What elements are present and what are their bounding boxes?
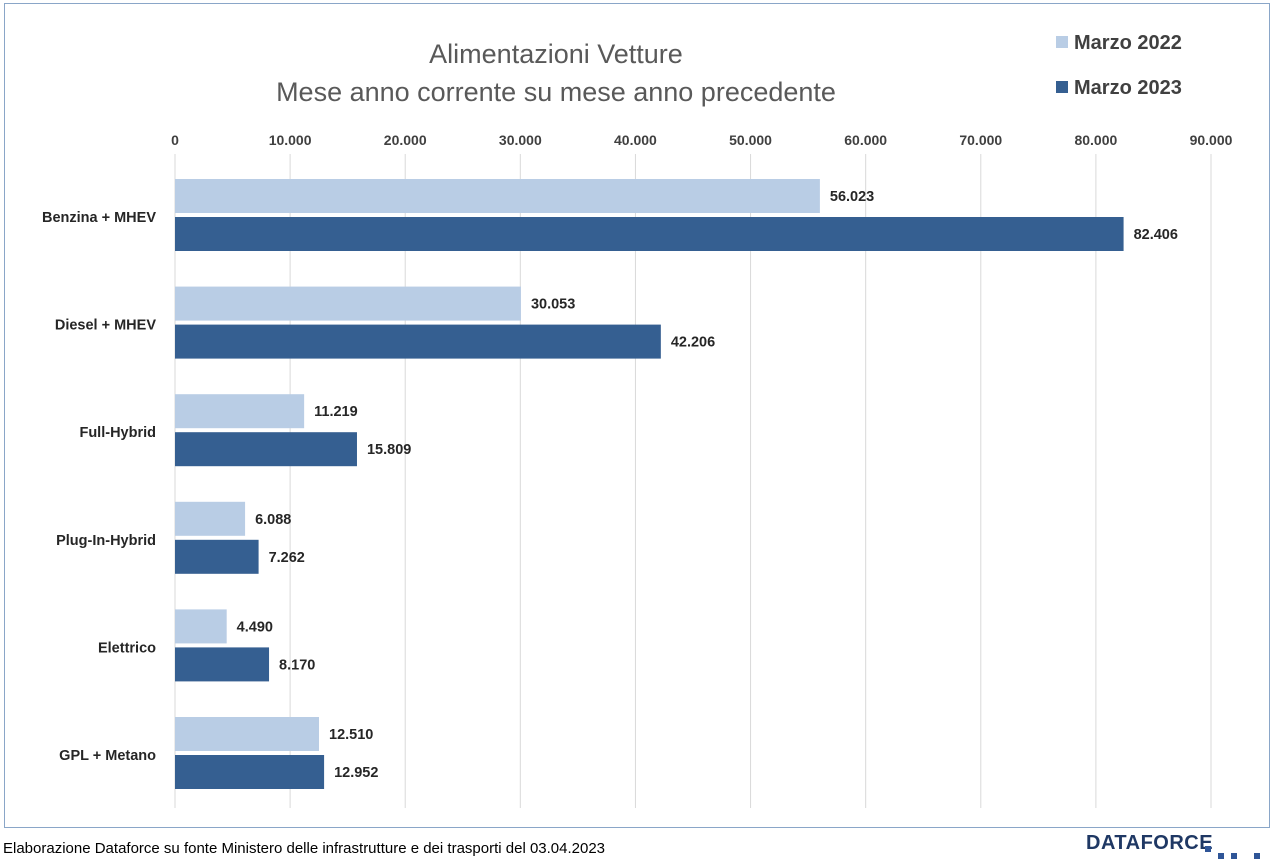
x-tick-label: 80.000: [1074, 132, 1117, 148]
legend-swatch: [1056, 36, 1068, 48]
data-label: 12.510: [329, 727, 373, 743]
x-tick-label: 70.000: [959, 132, 1002, 148]
bar-marzo-2022: [175, 286, 521, 321]
x-tick-label: 10.000: [269, 132, 312, 148]
category-label: Full-Hybrid: [79, 425, 156, 441]
data-label: 42.206: [671, 335, 715, 351]
bar-marzo-2023: [175, 647, 270, 682]
x-tick-label: 20.000: [384, 132, 427, 148]
data-label: 12.952: [334, 765, 378, 781]
data-label: 11.219: [314, 404, 358, 420]
source-note: Elaborazione Dataforce su fonte Minister…: [3, 840, 606, 857]
chart-title-line-2: Mese anno corrente su mese anno preceden…: [276, 77, 836, 107]
data-label: 4.490: [237, 619, 273, 635]
chart-title-line-1: Alimentazioni Vetture: [429, 39, 683, 69]
bar-marzo-2023: [175, 755, 325, 789]
legend-swatch: [1056, 81, 1068, 93]
chart-legend: Marzo 2022 Marzo 2023: [1056, 32, 1182, 99]
category-label: Plug-In-Hybrid: [56, 533, 156, 549]
legend-label: Marzo 2022: [1074, 32, 1182, 54]
category-label: GPL + Metano: [59, 748, 156, 764]
bar-marzo-2022: [175, 394, 305, 429]
bar-marzo-2022: [175, 179, 820, 213]
x-tick-label: 40.000: [614, 132, 657, 148]
data-label: 6.088: [255, 512, 291, 528]
bar-marzo-2023: [175, 539, 259, 574]
x-tick-label: 0: [171, 132, 179, 148]
legend-label: Marzo 2023: [1074, 77, 1182, 99]
x-tick-label: 90.000: [1190, 132, 1233, 148]
data-label: 82.406: [1134, 227, 1178, 243]
x-tick-label: 60.000: [844, 132, 887, 148]
bar-chart: 0 10.000 20.000 30.000 40.000 50.000 60.000 70.…: [42, 32, 1233, 808]
x-tick-label: 30.000: [499, 132, 542, 148]
bar-marzo-2023: [175, 217, 1124, 251]
category-label: Elettrico: [98, 640, 156, 656]
bar-marzo-2023: [175, 324, 661, 359]
category-label: Benzina + MHEV: [42, 210, 156, 226]
logo-text: DATAFORCE: [1086, 832, 1214, 854]
bar-marzo-2022: [175, 609, 227, 644]
data-label: 15.809: [367, 442, 411, 458]
bar-marzo-2023: [175, 432, 357, 467]
bar-marzo-2022: [175, 717, 320, 751]
category-label: Diesel + MHEV: [55, 318, 156, 334]
data-label: 30.053: [531, 297, 575, 313]
chart-frame: 0 10.000 20.000 30.000 40.000 50.000 60.000 70.…: [4, 3, 1270, 828]
dataforce-logo: DATAFORCE: [1086, 832, 1260, 859]
bar-marzo-2022: [175, 501, 246, 536]
data-label: 56.023: [830, 189, 874, 205]
x-tick-label: 50.000: [729, 132, 772, 148]
data-label: 8.170: [279, 657, 315, 673]
logo-dots: [1205, 846, 1265, 866]
data-label: 7.262: [269, 550, 305, 566]
